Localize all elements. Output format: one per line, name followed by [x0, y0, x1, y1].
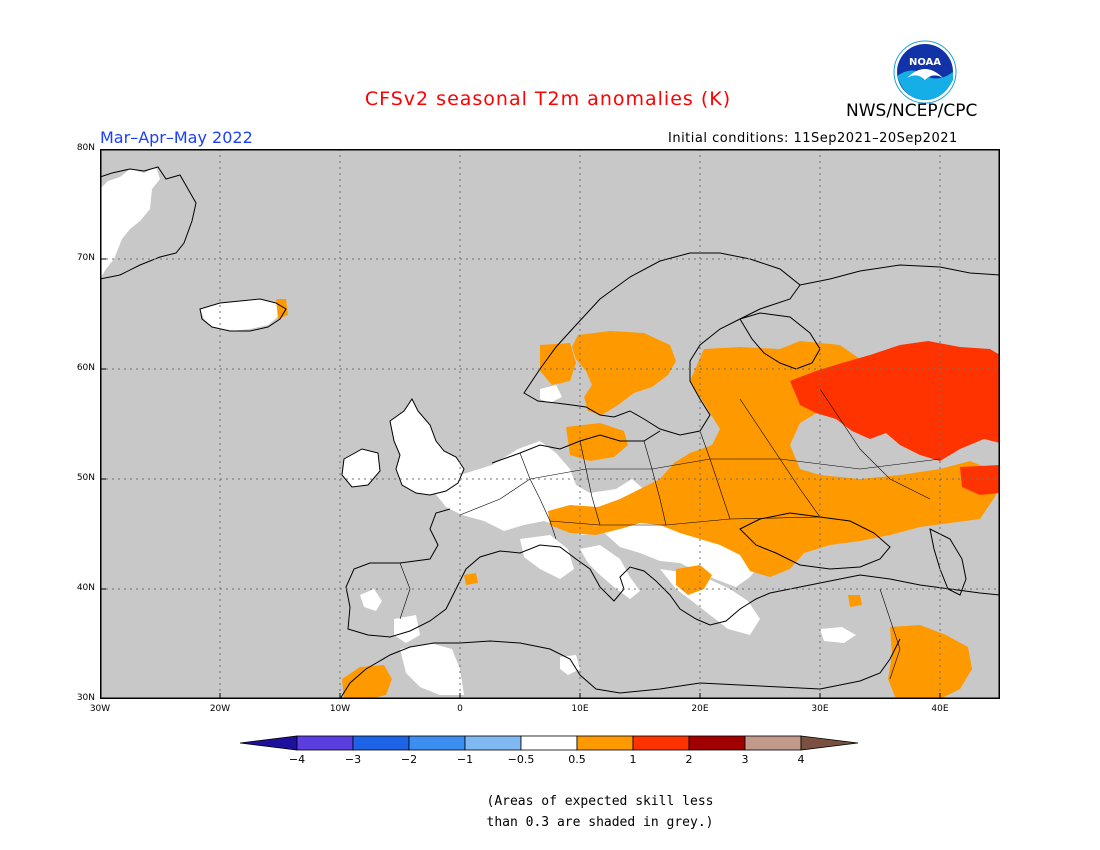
- lat-label-50n: 50N: [76, 473, 95, 483]
- colorbar-segment: [464, 735, 522, 751]
- lon-label-20w: 20W: [209, 704, 231, 714]
- agency-label: NWS/NCEP/CPC: [846, 101, 978, 121]
- colorbar-label: 3: [741, 753, 749, 766]
- kola-coast: [799, 264, 1000, 286]
- lon-label-40e: 40E: [931, 704, 949, 714]
- iberia-normal-2: [394, 615, 420, 643]
- noaa-logo: NOAA: [893, 40, 957, 104]
- colorbar-segments: [240, 735, 859, 751]
- iceland-coast: [199, 298, 287, 332]
- colorbar-label: 0.5: [568, 753, 586, 766]
- colorbar-label: 2: [685, 753, 693, 766]
- lon-label-10e: 10E: [571, 704, 589, 714]
- border-3: [643, 440, 667, 526]
- colorbar-segment: [688, 735, 746, 751]
- colorbar-segment: [632, 735, 690, 751]
- lon-label-0: 0: [457, 704, 463, 714]
- skill-note-line-2: than 0.3 are shaded in grey.): [486, 815, 714, 830]
- norway-normal: [540, 385, 562, 403]
- border-2: [579, 440, 601, 526]
- colorbar-segment: [352, 735, 410, 751]
- uk-normal: [390, 399, 464, 495]
- colorbar-arrow-right: [800, 735, 859, 751]
- finland-coast: [739, 312, 821, 370]
- lat-label-60n: 60N: [76, 363, 95, 373]
- border-7: [459, 458, 941, 516]
- colorbar-label: 4: [797, 753, 805, 766]
- skill-note: (Areas of expected skill less than 0.3 a…: [470, 791, 730, 833]
- colorbar-label: −3: [344, 753, 362, 766]
- lat-label-40n: 40N: [76, 583, 95, 593]
- greenland-coast: [100, 166, 197, 280]
- cyprus-warm: [848, 595, 862, 607]
- north-africa-normal: [400, 643, 464, 695]
- ireland-coast: [341, 448, 381, 488]
- border-8: [819, 388, 931, 500]
- colorbar-label: 1: [629, 753, 637, 766]
- map-gridlines: [100, 149, 1000, 699]
- caspian-coast: [929, 528, 967, 596]
- warm-1-2-areas: [790, 341, 1000, 495]
- map-title: CFSv2 seasonal T2m anomalies (K): [364, 88, 732, 110]
- initial-conditions: Initial conditions: 11Sep2021–20Sep2021: [668, 131, 958, 146]
- middle-east-warm: [888, 625, 972, 699]
- colorbar-label: −2: [400, 753, 418, 766]
- spain-warm-speck: [464, 573, 478, 585]
- colorbar-segment: [296, 735, 354, 751]
- colorbar-segment: [744, 735, 802, 751]
- colorbar-arrow-left: [240, 735, 298, 751]
- greenland-normal: [100, 167, 160, 279]
- black-sea-warm: [676, 565, 712, 595]
- lon-label-30w: 30W: [89, 704, 111, 714]
- sweden-warm: [572, 331, 676, 415]
- border-10: [879, 588, 901, 680]
- season-label: Mar–Apr–May 2022: [100, 128, 253, 147]
- border-9: [399, 562, 411, 620]
- iceland-warm: [276, 299, 288, 319]
- baltic-sea-warm: [566, 423, 628, 461]
- lat-label-80n: 80N: [76, 143, 95, 153]
- north-africa-coast: [339, 638, 901, 699]
- italy-normal: [580, 545, 640, 599]
- russia-warm-red: [790, 341, 1000, 461]
- lat-label-30n: 30N: [76, 693, 95, 703]
- border-6: [549, 516, 821, 526]
- lon-label-10w: 10W: [329, 704, 351, 714]
- iberia-normal-1: [360, 589, 382, 611]
- colorbar-label: −4: [288, 753, 306, 766]
- morocco-warm: [342, 665, 392, 699]
- lat-label-70n: 70N: [76, 253, 95, 263]
- colorbar-segment: [520, 735, 578, 751]
- anomaly-map: [100, 149, 1000, 699]
- skill-note-line-1: (Areas of expected skill less: [486, 794, 714, 809]
- map-frame: [100, 149, 1000, 699]
- south-france-normal: [520, 535, 574, 579]
- colorbar-segment: [576, 735, 634, 751]
- ireland-normal: [342, 449, 380, 487]
- border-4: [699, 430, 731, 520]
- lon-label-20e: 20E: [691, 704, 709, 714]
- black-sea-coast: [739, 512, 891, 570]
- colorbar-label: −0.5: [507, 753, 535, 766]
- country-borders: [399, 388, 941, 680]
- tunisia-normal: [560, 655, 580, 675]
- colorbar-label: −1: [456, 753, 474, 766]
- norway-warm: [540, 343, 576, 385]
- colorbar-segment: [408, 735, 466, 751]
- noaa-logo-text: NOAA: [909, 57, 941, 68]
- levant-normal: [820, 627, 856, 643]
- colorbar: [240, 735, 859, 751]
- volga-warm-red: [960, 465, 1000, 495]
- border-1: [519, 452, 557, 540]
- lon-label-30e: 30E: [811, 704, 829, 714]
- scandinavia-coast: [523, 252, 801, 436]
- britain-coast: [389, 398, 465, 496]
